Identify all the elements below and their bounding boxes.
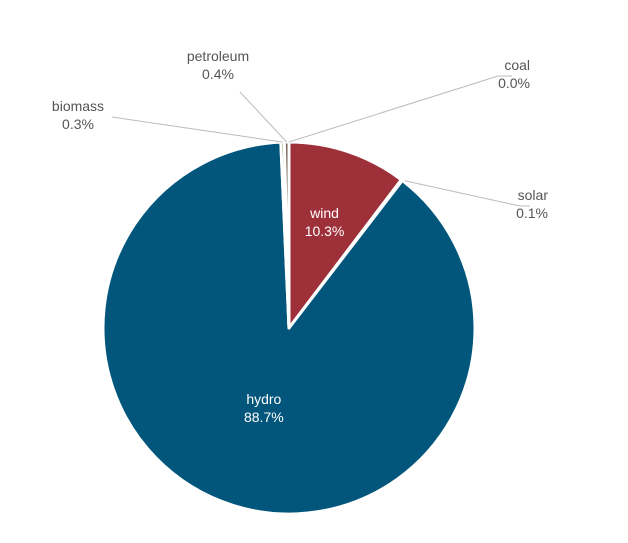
slice-name-biomass: biomass [52, 98, 104, 114]
slice-name-solar: solar [518, 187, 549, 203]
slice-percent-hydro: 88.7% [244, 409, 284, 425]
slice-label-biomass: biomass 0.3% [52, 98, 104, 132]
slice-label-petroleum: petroleum 0.4% [187, 48, 249, 82]
leader-line-coal [288, 75, 512, 143]
slice-name-wind: wind [309, 205, 339, 221]
slice-percent-petroleum: 0.4% [202, 66, 234, 82]
slice-label-solar: solar 0.1% [516, 187, 548, 221]
leader-line-biomass [111, 116, 283, 143]
slice-name-coal: coal [504, 57, 530, 73]
slice-label-hydro: hydro 88.7% [244, 391, 284, 425]
leader-line-petroleum [239, 91, 288, 143]
slice-percent-biomass: 0.3% [62, 116, 94, 132]
slice-name-petroleum: petroleum [187, 48, 249, 64]
slice-percent-wind: 10.3% [305, 223, 345, 239]
slice-label-wind: wind 10.3% [305, 205, 345, 239]
slice-label-coal: coal 0.0% [498, 57, 530, 91]
slice-name-hydro: hydro [246, 391, 281, 407]
slice-percent-solar: 0.1% [516, 205, 548, 221]
leader-line-solar [401, 179, 530, 207]
slice-percent-coal: 0.0% [498, 75, 530, 91]
pie-slice-wind[interactable] [287, 140, 403, 330]
